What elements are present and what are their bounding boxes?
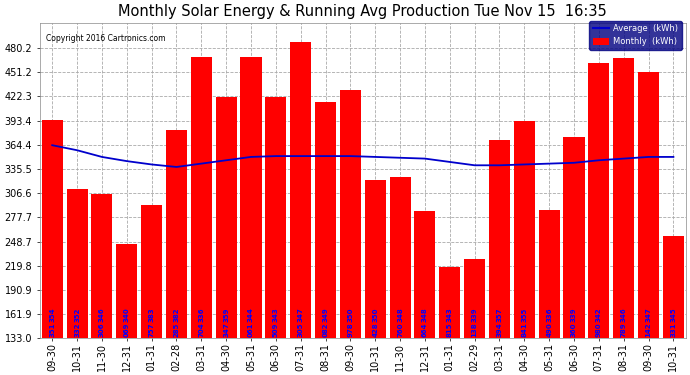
Text: 306: 306 [99,322,105,337]
Text: 490: 490 [546,322,552,337]
Text: 354: 354 [49,307,55,322]
Bar [190,57,212,375]
Text: 340: 340 [124,307,130,322]
Text: 760: 760 [397,322,403,337]
Text: 383: 383 [148,307,155,322]
Text: Copyright 2016 Cartronics.com: Copyright 2016 Cartronics.com [46,34,166,43]
Text: 347: 347 [646,307,651,322]
Bar [663,236,684,375]
Text: 343: 343 [447,307,453,322]
Text: 360: 360 [571,322,577,337]
Text: 359: 359 [223,307,229,322]
Bar [265,97,286,375]
Bar [464,259,485,375]
Bar [141,205,162,375]
Text: 980: 980 [596,322,602,337]
Text: 332: 332 [74,322,80,337]
Bar [440,267,460,375]
Text: 394: 394 [497,322,502,337]
Bar [215,97,237,375]
Bar [116,244,137,375]
Bar [613,58,634,375]
Text: 355: 355 [522,308,527,322]
Text: 349: 349 [322,307,328,322]
Bar [365,180,386,375]
Text: 350: 350 [347,307,353,322]
Text: 339: 339 [571,307,577,322]
Bar [240,57,262,375]
Text: 142: 142 [646,322,651,337]
Bar [41,120,63,375]
Text: 345: 345 [671,307,676,322]
Bar [564,137,584,375]
Text: 789: 789 [621,322,627,337]
Text: 815: 815 [447,322,453,337]
Text: 336: 336 [546,307,552,322]
Text: 347: 347 [297,307,304,322]
Text: 841: 841 [522,322,527,337]
Text: 069: 069 [124,322,130,337]
Bar [340,90,361,375]
Text: 357: 357 [497,307,502,322]
Text: 138: 138 [472,322,477,337]
Bar [589,63,609,375]
Bar [290,42,311,375]
Bar [539,210,560,375]
Text: 704: 704 [198,322,204,337]
Text: 339: 339 [472,307,477,322]
Text: 344: 344 [248,307,254,322]
Bar [415,211,435,375]
Bar [390,177,411,375]
Text: 331: 331 [671,322,676,337]
Text: 305: 305 [297,322,304,337]
Text: 342: 342 [596,307,602,322]
Bar [66,189,88,375]
Text: 757: 757 [148,322,155,337]
Text: 082: 082 [322,322,328,337]
Legend: Average  (kWh), Monthly  (kWh): Average (kWh), Monthly (kWh) [589,21,682,50]
Text: 978: 978 [347,322,353,337]
Bar [638,72,659,375]
Bar [489,140,510,375]
Text: 348: 348 [422,307,428,322]
Text: 336: 336 [198,307,204,322]
Text: 350: 350 [372,307,378,322]
Text: 346: 346 [621,307,627,322]
Bar [514,121,535,375]
Bar [315,102,336,375]
Title: Monthly Solar Energy & Running Avg Production Tue Nov 15  16:35: Monthly Solar Energy & Running Avg Produ… [119,4,607,19]
Text: 382: 382 [173,307,179,322]
Text: 352: 352 [74,308,80,322]
Text: 347: 347 [223,322,229,337]
Text: 509: 509 [273,322,279,337]
Text: 061: 061 [248,322,254,337]
Bar [166,130,187,375]
Text: 351: 351 [49,322,55,337]
Bar [91,194,112,375]
Text: 346: 346 [99,307,105,322]
Text: 285: 285 [173,322,179,337]
Text: 664: 664 [422,322,428,337]
Text: 348: 348 [397,307,403,322]
Text: 428: 428 [372,322,378,337]
Text: 343: 343 [273,307,279,322]
